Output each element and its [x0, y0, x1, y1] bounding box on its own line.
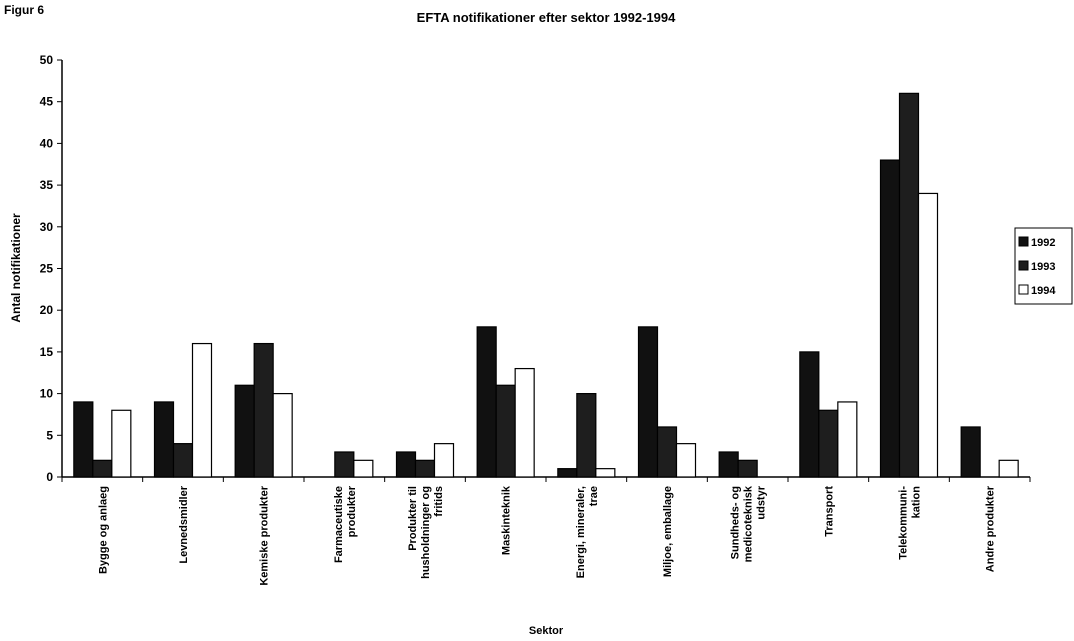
bar [557, 468, 578, 478]
bar [476, 326, 497, 478]
bar [879, 159, 901, 478]
bar [433, 443, 455, 478]
y-tick-label: 30 [40, 220, 54, 234]
bar [595, 468, 616, 478]
figure-label: Figur 6 [4, 3, 44, 17]
bar [998, 459, 1019, 478]
x-tick-label: Telekommuni-kation [898, 486, 923, 560]
bar [514, 367, 535, 478]
y-tick-label: 25 [40, 262, 54, 276]
bar [898, 92, 920, 478]
x-axis-label: Sektor [529, 625, 564, 637]
bar [837, 401, 858, 478]
bar [272, 393, 293, 478]
chart-title: EFTA notifikationer efter sektor 1992-19… [417, 10, 676, 25]
bar [675, 443, 697, 478]
legend-label: 1994 [1031, 285, 1056, 297]
bar [153, 401, 175, 478]
bar [576, 393, 597, 478]
y-axis-label: Antal notifikationer [9, 213, 23, 323]
legend-swatch [1018, 284, 1029, 295]
legend-swatch [1018, 260, 1029, 271]
y-tick-label: 35 [40, 178, 54, 192]
y-tick-label: 5 [46, 428, 53, 442]
legend-label: 1992 [1031, 237, 1055, 249]
x-tick-label: Kemiske produkter [259, 485, 271, 585]
y-tick-label: 0 [46, 470, 53, 484]
bar [495, 384, 516, 478]
bar [960, 426, 981, 478]
bar [73, 401, 94, 478]
x-tick-label: Farmaceutiskeprodukter [333, 485, 358, 563]
bar [737, 459, 758, 478]
x-tick-label: Transport [823, 486, 835, 537]
x-tick-label: Produkter tilhusholdninger ogfritids [407, 486, 445, 579]
x-tick-label: Levnedsmidler [178, 485, 190, 563]
bar [718, 451, 739, 478]
bar [111, 409, 132, 478]
legend-label: 1993 [1031, 261, 1055, 273]
x-tick-label: Andre produkter [985, 485, 997, 572]
x-tick-label: Maskinteknik [501, 485, 513, 555]
bar [334, 451, 355, 478]
x-tick-label: Sundheds- ogmedicotekniskudstyr [730, 485, 768, 562]
y-tick-label: 45 [40, 95, 54, 109]
bar [799, 351, 820, 478]
bar [637, 326, 659, 478]
y-tick-label: 20 [40, 303, 54, 317]
x-tick-label: Bygge og anlaeg [97, 486, 109, 574]
bar [353, 459, 374, 478]
y-tick-label: 10 [40, 387, 54, 401]
bar [92, 459, 113, 478]
y-tick-label: 40 [40, 136, 54, 150]
legend-swatch [1018, 236, 1029, 247]
bar [414, 459, 436, 478]
bar [818, 409, 839, 478]
bar [656, 426, 678, 478]
bar [253, 342, 274, 478]
y-tick-label: 50 [40, 53, 54, 67]
bar [234, 384, 255, 478]
bar [191, 342, 213, 478]
bar [395, 451, 417, 478]
bar [172, 443, 194, 478]
x-tick-label: Miljoe, emballage [662, 486, 674, 577]
bar [917, 192, 939, 478]
y-tick-label: 15 [40, 345, 54, 359]
x-tick-label: Energi, mineraler,trae [575, 486, 600, 578]
